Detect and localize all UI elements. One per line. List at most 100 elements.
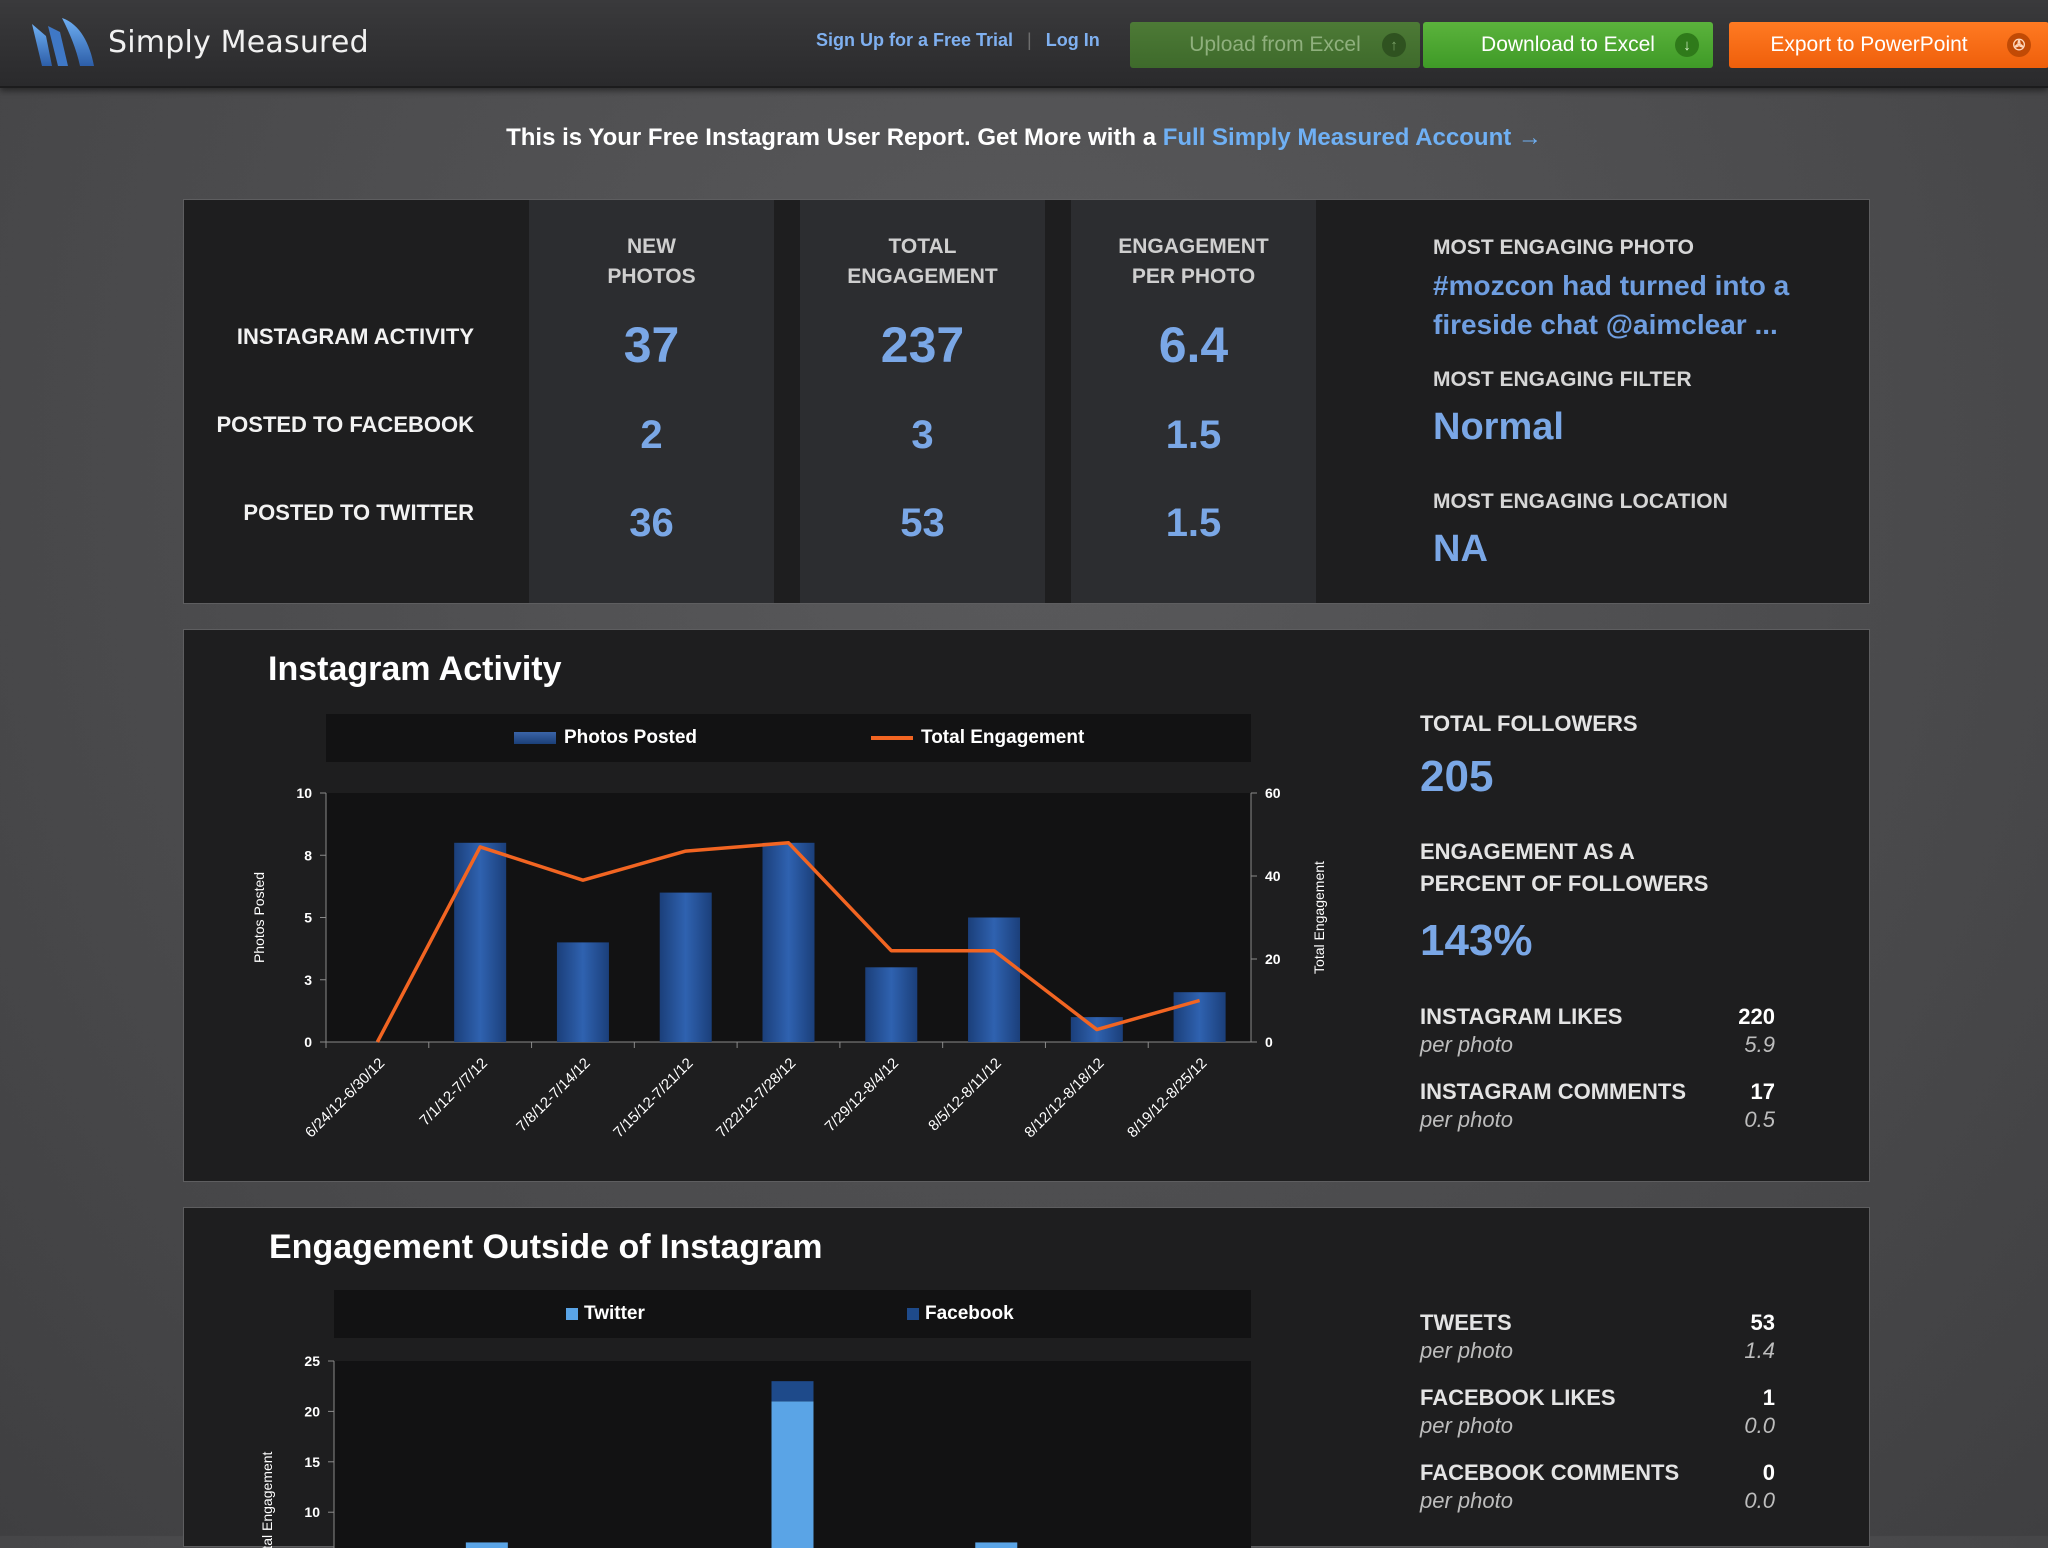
- login-link[interactable]: Log In: [1045, 30, 1100, 50]
- value-per-photo-twitter: 1.5: [1165, 501, 1222, 545]
- instagram-comments-stat: INSTAGRAM COMMENTS 17 per photo 0.5: [1420, 1079, 1775, 1139]
- y2-tick-label: 20: [1265, 951, 1281, 967]
- bar-twitter: [771, 1401, 814, 1548]
- stat-per-value: 5.9: [1744, 1032, 1775, 1057]
- column-bg-engagement-per-photo: [1071, 200, 1316, 603]
- legend-label: Total Engagement: [921, 727, 1085, 748]
- signup-link[interactable]: Sign Up for a Free Trial: [816, 30, 1014, 50]
- bar-photos-posted: [968, 917, 1021, 1042]
- stat-label: INSTAGRAM LIKES: [1420, 1004, 1623, 1029]
- stat-per-label: per photo: [1420, 1032, 1513, 1057]
- value-engagement-facebook: 3: [911, 413, 934, 457]
- y2-tick-label: 40: [1265, 868, 1281, 884]
- engagement-percent-label: ENGAGEMENT AS A PERCENT OF FOLLOWERS: [1420, 839, 1709, 896]
- legend-label: Photos Posted: [564, 727, 698, 748]
- bar-twitter: [465, 1542, 508, 1548]
- column-bg-new-photos: [529, 200, 774, 603]
- legend-swatch-facebook: [907, 1308, 919, 1320]
- bar-photos-posted: [556, 942, 609, 1042]
- y-tick-label: 25: [304, 1353, 320, 1369]
- stat-label: FACEBOOK LIKES: [1420, 1385, 1616, 1410]
- y2-tick-label: 60: [1265, 785, 1281, 801]
- most-engaging-location-label: MOST ENGAGING LOCATION: [1433, 490, 1728, 513]
- summary-panel: NEW PHOTOS TOTAL ENGAGEMENT ENGAGEMENT P…: [183, 199, 1870, 604]
- top-bar: Simply Measured Sign Up for a Free Trial…: [0, 0, 2048, 88]
- stat-per-value: 0.0: [1744, 1488, 1775, 1513]
- upload-from-excel-button[interactable]: Upload from Excel ↑: [1130, 22, 1420, 68]
- x-tick-label: 8/12/12-8/18/12: [1021, 1055, 1107, 1141]
- total-followers-label: TOTAL FOLLOWERS: [1420, 711, 1638, 736]
- most-engaging-filter-label: MOST ENGAGING FILTER: [1433, 368, 1692, 391]
- legend-twitter: Twitter: [566, 1303, 645, 1325]
- chart-legend: Photos Posted Total Engagement: [326, 714, 1251, 762]
- most-engaging-photo-link[interactable]: #mozcon had turned into a fireside chat …: [1433, 270, 1790, 340]
- column-header-total-engagement: TOTAL ENGAGEMENT: [847, 235, 998, 288]
- x-tick-label: 7/8/12-7/14/12: [513, 1055, 593, 1135]
- y-tick-label: 20: [304, 1403, 320, 1419]
- legend-swatch-line: [871, 736, 913, 740]
- export-to-powerpoint-button[interactable]: Export to PowerPoint ✇: [1729, 22, 2048, 68]
- value-per-photo-facebook: 1.5: [1165, 413, 1222, 457]
- stat-per-value: 1.4: [1744, 1338, 1775, 1363]
- panel-title: Engagement Outside of Instagram: [269, 1228, 823, 1266]
- stat-value: 17: [1750, 1079, 1775, 1104]
- full-account-link[interactable]: Full Simply Measured Account →: [1162, 124, 1542, 151]
- x-tick-label: 7/29/12-8/4/12: [822, 1055, 902, 1135]
- value-engagement-twitter: 53: [900, 501, 945, 545]
- upload-label: Upload from Excel: [1189, 33, 1361, 56]
- bar-photos-posted: [865, 967, 918, 1042]
- stat-label: INSTAGRAM COMMENTS: [1420, 1079, 1687, 1104]
- stat-per-label: per photo: [1420, 1413, 1513, 1438]
- engagement-percent-value: 143%: [1420, 916, 1533, 965]
- y2-axis-title: Total Engagement: [1311, 861, 1327, 974]
- y-tick-label: 10: [296, 785, 312, 801]
- bar-photos-posted: [454, 842, 507, 1042]
- y-axis-title: Photos Posted: [251, 872, 267, 963]
- x-tick-label: 7/15/12-7/21/12: [610, 1055, 696, 1141]
- download-arrow-icon: ↓: [1675, 33, 1699, 57]
- legend-facebook: Facebook: [907, 1303, 1014, 1325]
- bar-photos-posted: [762, 842, 815, 1042]
- stat-label: TWEETS: [1420, 1310, 1512, 1335]
- value-engagement-instagram: 237: [880, 317, 965, 373]
- y2-tick-label: 0: [1265, 1034, 1273, 1050]
- value-new-photos-twitter: 36: [629, 501, 674, 545]
- x-tick-label: 8/19/12-8/25/12: [1124, 1055, 1210, 1141]
- legend-swatch-bar: [514, 732, 556, 744]
- stat-per-value: 0.5: [1744, 1107, 1775, 1132]
- bar-photos-posted: [1173, 992, 1226, 1042]
- legend-label: Facebook: [925, 1303, 1014, 1324]
- stat-per-label: per photo: [1420, 1338, 1513, 1363]
- simply-measured-logo-icon: [32, 18, 94, 66]
- row-label-posted-to-facebook: POSTED TO FACEBOOK: [216, 412, 474, 437]
- column-header-new-photos: NEW PHOTOS: [607, 235, 696, 288]
- stat-per-label: per photo: [1420, 1107, 1513, 1132]
- stat-value: 0: [1762, 1460, 1775, 1485]
- most-engaging-location-value: NA: [1433, 528, 1488, 570]
- value-new-photos-instagram: 37: [623, 317, 680, 373]
- facebook-likes-stat: FACEBOOK LIKES 1 per photo 0.0: [1420, 1385, 1775, 1445]
- engagement-outside-chart: 25 20 15 10 Total Engagement: [259, 1353, 1251, 1548]
- column-header-engagement-per-photo: ENGAGEMENT PER PHOTO: [1118, 235, 1269, 288]
- tweets-stat: TWEETS 53 per photo 1.4: [1420, 1310, 1775, 1370]
- x-tick-label: 7/22/12-7/28/12: [713, 1055, 799, 1141]
- row-label-instagram-activity: INSTAGRAM ACTIVITY: [236, 324, 474, 349]
- y-tick-label: 10: [304, 1504, 320, 1520]
- most-engaging-filter-value: Normal: [1433, 406, 1564, 448]
- column-bg-total-engagement: [800, 200, 1045, 603]
- panel-title: Instagram Activity: [268, 650, 562, 688]
- stat-per-label: per photo: [1420, 1488, 1513, 1513]
- y-tick-label: 3: [304, 972, 312, 988]
- brand-logo[interactable]: Simply Measured: [28, 14, 369, 70]
- promo-banner: This is Your Free Instagram User Report.…: [0, 124, 2048, 152]
- most-engaging-photo-label: MOST ENGAGING PHOTO: [1433, 236, 1694, 259]
- y-axis-title: Total Engagement: [259, 1451, 275, 1548]
- export-label: Export to PowerPoint: [1770, 33, 1968, 56]
- row-label-posted-to-twitter: POSTED TO TWITTER: [243, 500, 474, 525]
- link-separator: |: [1027, 30, 1032, 50]
- stat-value: 220: [1738, 1004, 1775, 1029]
- line-total-engagement: [375, 841, 1201, 1043]
- engagement-outside-panel: Engagement Outside of Instagram Twitter …: [183, 1207, 1870, 1548]
- download-label: Download to Excel: [1481, 33, 1655, 56]
- download-to-excel-button[interactable]: Download to Excel ↓: [1423, 22, 1713, 68]
